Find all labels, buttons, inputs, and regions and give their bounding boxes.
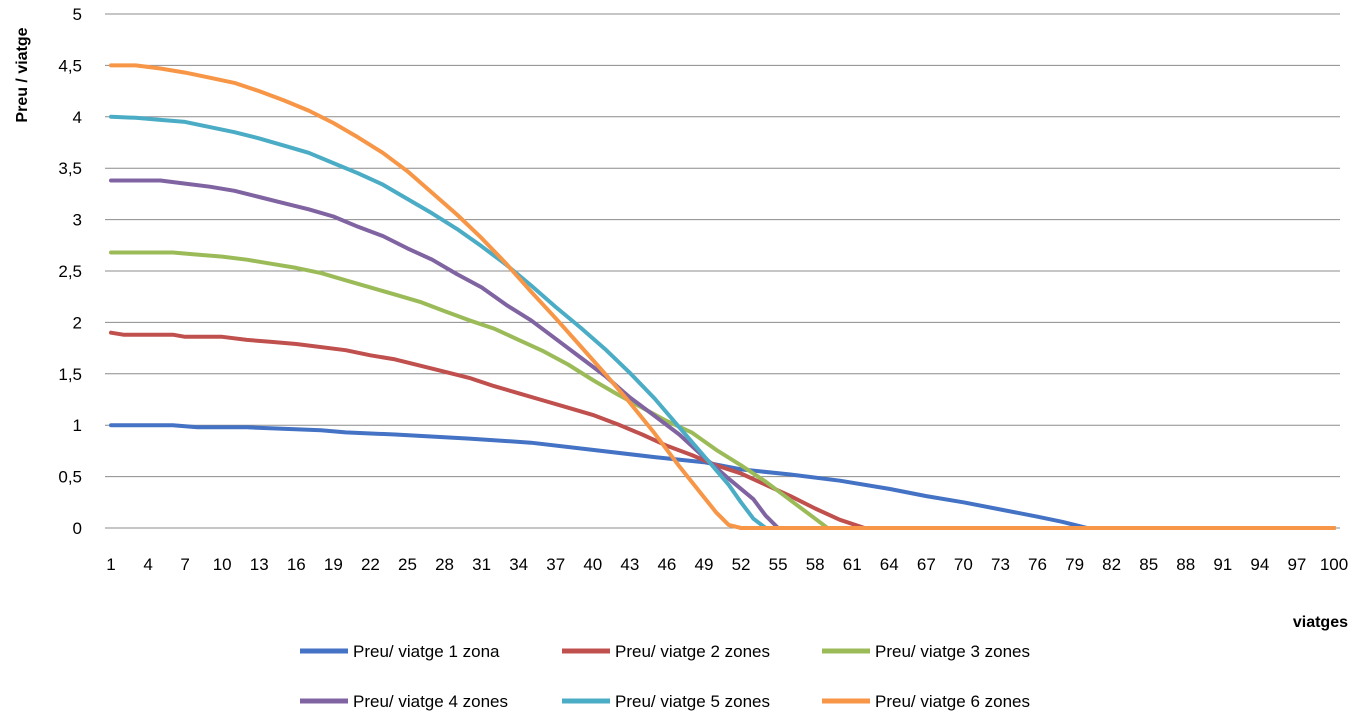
x-tick-label: 19: [324, 555, 343, 574]
y-tick-label: 3,5: [58, 159, 82, 178]
legend: Preu/ viatge 1 zona Preu/ viatge 2 zones P…: [300, 642, 1030, 711]
x-tick-label: 76: [1028, 555, 1047, 574]
x-tick-label: 7: [180, 555, 189, 574]
x-tick-label: 52: [732, 555, 751, 574]
x-tick-label: 37: [546, 555, 565, 574]
x-tick-label: 1: [106, 555, 115, 574]
x-tick-label: 28: [435, 555, 454, 574]
x-tick-label: 49: [695, 555, 714, 574]
x-tick-label: 100: [1320, 555, 1348, 574]
series-line-3: [109, 250, 1336, 530]
x-tick-label: 79: [1065, 555, 1084, 574]
y-tick-label: 4,5: [58, 56, 82, 75]
x-tick-label: 88: [1176, 555, 1195, 574]
legend-label-5: Preu/ viatge 5 zones: [615, 692, 770, 711]
y-tick-label: 5: [73, 5, 82, 24]
y-tick-label: 2,5: [58, 262, 82, 281]
x-tick-label: 64: [880, 555, 899, 574]
x-axis-title: viatges: [1293, 614, 1348, 631]
x-axis-ticks: 1 4 7 10 13 16 19 22 25 28 31 34 37 40 43 46 49 52 55 58 61 6…: [106, 555, 1348, 574]
series-line-5: [109, 114, 1336, 530]
y-tick-label: 1,5: [58, 365, 82, 384]
legend-label-2: Preu/ viatge 2 zones: [615, 642, 770, 661]
x-tick-label: 4: [143, 555, 152, 574]
y-tick-label: 0: [73, 519, 82, 538]
x-tick-label: 13: [250, 555, 269, 574]
legend-label-1: Preu/ viatge 1 zona: [353, 642, 500, 661]
y-axis-ticks: 0 0,5 1 1,5 2 2,5 3 3,5 4 4,5 5: [58, 5, 82, 538]
x-tick-label: 73: [991, 555, 1010, 574]
x-tick-label: 70: [954, 555, 973, 574]
x-tick-label: 97: [1287, 555, 1306, 574]
x-tick-label: 22: [361, 555, 380, 574]
legend-label-6: Preu/ viatge 6 zones: [875, 692, 1030, 711]
x-tick-label: 46: [657, 555, 676, 574]
y-tick-label: 2: [73, 313, 82, 332]
y-tick-label: 3: [73, 211, 82, 230]
x-tick-label: 43: [620, 555, 639, 574]
gridlines: [105, 13, 1340, 529]
series-lines: [109, 63, 1336, 530]
y-tick-label: 1: [73, 416, 82, 435]
x-tick-label: 61: [843, 555, 862, 574]
x-tick-label: 40: [583, 555, 602, 574]
x-tick-label: 82: [1102, 555, 1121, 574]
y-tick-label: 0,5: [58, 468, 82, 487]
legend-label-3: Preu/ viatge 3 zones: [875, 642, 1030, 661]
x-tick-label: 55: [769, 555, 788, 574]
x-tick-label: 94: [1250, 555, 1269, 574]
x-tick-label: 91: [1213, 555, 1232, 574]
series-line-2: [109, 330, 1336, 530]
x-tick-label: 85: [1139, 555, 1158, 574]
x-tick-label: 25: [398, 555, 417, 574]
legend-label-4: Preu/ viatge 4 zones: [353, 692, 508, 711]
x-tick-label: 10: [213, 555, 232, 574]
x-tick-label: 58: [806, 555, 825, 574]
series-line-6: [109, 63, 1336, 530]
y-tick-label: 4: [73, 108, 82, 127]
y-axis-title: Preu / viatge: [14, 27, 31, 122]
x-tick-label: 34: [509, 555, 528, 574]
x-tick-label: 16: [287, 555, 306, 574]
x-tick-label: 67: [917, 555, 936, 574]
x-tick-label: 31: [472, 555, 491, 574]
